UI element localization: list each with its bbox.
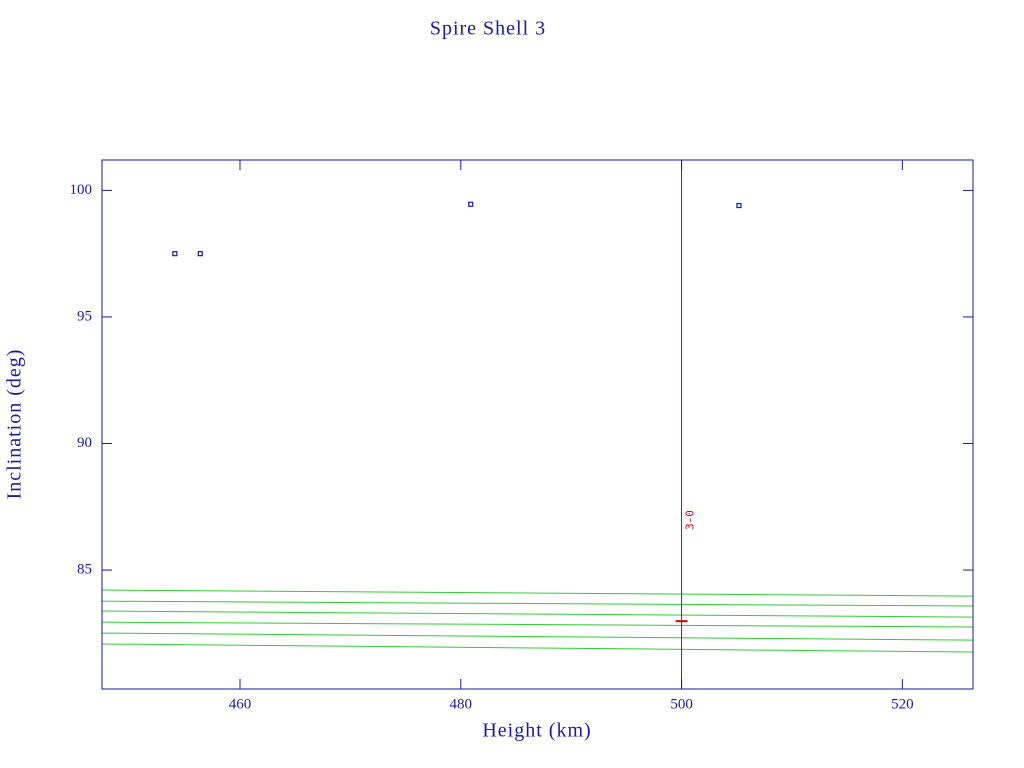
y-tick-label: 100 [70,182,93,198]
satellite-point [736,202,742,209]
orbit-line [101,643,974,653]
y-tick-label: 85 [77,561,92,577]
y-tick-label: 90 [77,435,92,451]
y-tick-label: 95 [77,308,92,324]
reference-label: 3-0 [684,510,697,530]
satellite-point [468,201,474,207]
plot-frame [101,159,974,690]
orbit-line [101,589,974,597]
x-tick-label: 500 [670,696,693,712]
satellite-point [172,251,178,257]
satellite-point [197,251,203,257]
y-axis-label: Inclination (deg) [4,349,26,500]
orbit-line [101,600,974,607]
x-tick-label: 460 [229,696,252,712]
x-axis-label: Height (km) [482,720,591,742]
chart-title: Spire Shell 3 [430,18,546,40]
orbit-line [101,610,974,618]
orbit-line [101,632,974,641]
orbit-line [101,621,974,628]
x-tick-label: 480 [450,696,473,712]
x-tick-label: 520 [891,696,914,712]
